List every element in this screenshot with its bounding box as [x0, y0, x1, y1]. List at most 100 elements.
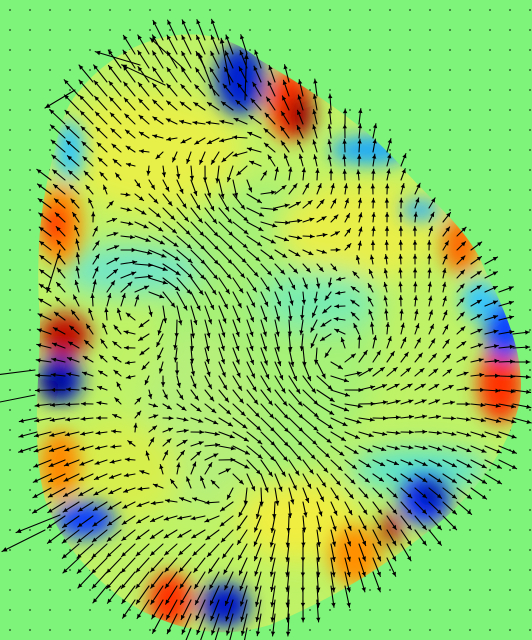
vector-arrow-head	[51, 140, 56, 145]
vector-arrow-head	[113, 370, 119, 375]
vector-arrow-head	[476, 300, 482, 304]
vector-arrow-head	[399, 309, 404, 314]
vector-arrow-head	[200, 274, 205, 280]
vector-arrow-head	[77, 522, 83, 527]
vector-arrow-head	[398, 282, 403, 287]
grid-dot	[429, 589, 431, 591]
vector-arrow-head	[398, 295, 403, 300]
grid-dot	[9, 289, 11, 291]
vector-arrow-head	[240, 411, 246, 416]
vector-arrow-head	[296, 125, 301, 131]
vector-arrow-head	[377, 540, 381, 546]
grid-dot	[449, 129, 451, 131]
vector-arrow-head	[235, 359, 240, 364]
grid-dot	[469, 9, 471, 11]
vector-arrow-head	[56, 282, 61, 287]
vector-arrow-head	[422, 414, 427, 419]
vector-arrow-head	[430, 212, 434, 218]
vector-arrow-head	[127, 282, 132, 287]
vector-arrow-head	[270, 617, 275, 622]
vector-arrow-head	[95, 460, 100, 465]
vector-arrow-head	[415, 197, 420, 203]
vector-arrow-head	[371, 226, 376, 231]
grid-dot	[9, 229, 11, 231]
grid-dot	[269, 9, 271, 11]
vector-arrow-head	[353, 449, 359, 454]
grid-dot	[369, 609, 371, 611]
vector-arrow-head	[368, 309, 373, 315]
vector-arrow-head	[54, 312, 59, 317]
vector-arrow-head	[138, 336, 144, 341]
grid-dot	[469, 169, 471, 171]
vector-arrow-head	[351, 312, 356, 317]
vector-arrow-head	[272, 514, 277, 519]
vector-arrow-head	[407, 556, 411, 561]
vector-arrow-head	[166, 438, 171, 444]
vector-arrow-shaft	[198, 52, 216, 96]
vector-arrow-head	[215, 178, 220, 183]
vector-arrow-head	[318, 266, 324, 272]
vector-arrow-head	[220, 506, 226, 511]
vector-arrow-head	[481, 479, 487, 484]
vector-arrow-head	[407, 493, 412, 498]
vector-arrow-head	[429, 324, 434, 330]
vector-arrow-head	[321, 216, 327, 221]
vector-arrow-head	[155, 212, 161, 218]
grid-dot	[469, 29, 471, 31]
grid-dot	[409, 569, 411, 571]
grid-dot	[529, 549, 531, 551]
grid-dot	[309, 89, 311, 91]
grid-dot	[329, 29, 331, 31]
vector-arrow-head	[269, 556, 274, 562]
vector-arrow-head	[81, 416, 86, 421]
grid-dot	[309, 29, 311, 31]
grid-dot	[49, 129, 51, 131]
vector-arrow-head	[316, 617, 321, 622]
grid-dot	[49, 549, 51, 551]
vector-arrow-head	[128, 221, 133, 226]
vector-arrow-head	[294, 470, 300, 476]
grid-dot	[509, 549, 511, 551]
vector-arrow-head	[414, 309, 419, 315]
vector-arrow-head	[107, 293, 112, 299]
grid-dot	[109, 609, 111, 611]
vector-arrow-head	[283, 237, 289, 242]
vector-arrow-head	[165, 583, 170, 589]
grid-dot	[389, 49, 391, 51]
vector-arrow-head	[442, 296, 447, 301]
grid-dot	[529, 509, 531, 511]
vector-arrow-head	[346, 243, 351, 249]
vector-arrow-head	[321, 373, 326, 379]
vector-arrow-head	[139, 350, 145, 355]
vector-arrow-head	[327, 282, 333, 287]
vector-arrow-head	[511, 419, 516, 424]
vector-arrow-head	[376, 571, 381, 577]
vector-arrow-head	[418, 353, 423, 358]
vector-arrow-head	[123, 488, 129, 493]
vector-arrow-head	[402, 337, 407, 343]
grid-dot	[449, 9, 451, 11]
vector-arrow-head	[408, 399, 413, 404]
vector-arrow-head	[277, 361, 282, 366]
vector-arrow-head	[384, 226, 390, 231]
vector-arrow-head	[289, 300, 294, 306]
vector-arrow-head	[239, 398, 244, 404]
grid-dot	[9, 249, 11, 251]
vector-arrow-head	[146, 170, 151, 176]
vector-arrow-head	[249, 160, 255, 165]
vector-arrow-head	[68, 341, 74, 346]
vector-arrow-head	[358, 108, 363, 114]
grid-dot	[389, 129, 391, 131]
vector-arrow-head	[363, 350, 368, 356]
vector-arrow-head	[376, 556, 381, 561]
vector-arrow-head	[370, 184, 375, 189]
vector-arrow-head	[124, 473, 129, 478]
vector-arrow-head	[437, 540, 442, 546]
vector-arrow-head	[494, 358, 499, 364]
vector-arrow-head	[357, 154, 362, 159]
vector-arrow-head	[224, 585, 229, 590]
vector-arrow-head	[2, 547, 8, 552]
vector-arrow-head	[408, 461, 413, 466]
vector-arrow-head	[152, 34, 157, 40]
grid-dot	[29, 129, 31, 131]
